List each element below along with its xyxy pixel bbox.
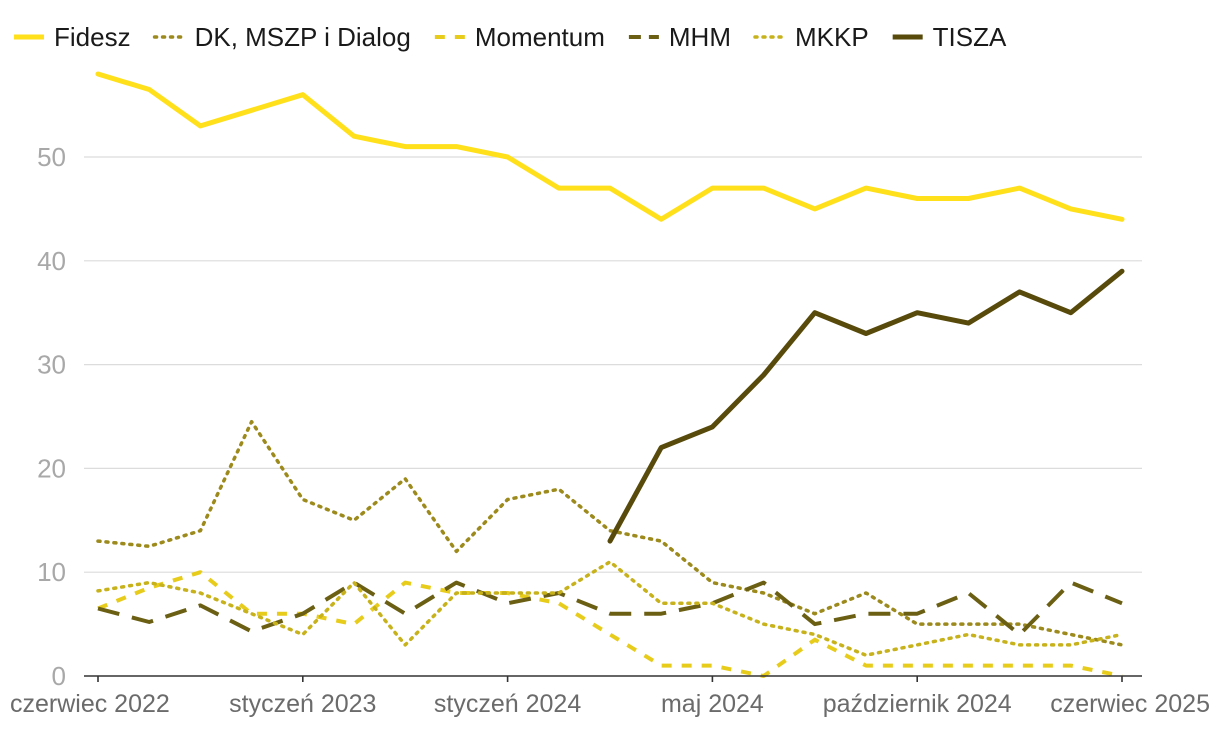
series-line-momentum — [97, 570, 1123, 678]
series-line-fidesz — [95, 71, 1125, 222]
series-line-mkkp — [96, 560, 1124, 657]
y-tick-label: 30 — [37, 350, 66, 380]
series-line-mhm — [97, 580, 1123, 637]
chart-legend: Fidesz DK, MSZP i Dialog Momentum MHM MKKP TI… — [14, 22, 1007, 52]
legend-item-momentum: Momentum — [434, 22, 605, 52]
y-tick-label: 50 — [37, 142, 66, 172]
legend-label: MKKP — [795, 22, 869, 52]
legend-label: Momentum — [475, 22, 605, 52]
x-tick-label: październik 2024 — [823, 690, 1012, 718]
legend-item-mkkp: MKKP — [753, 22, 869, 52]
y-tick-label: 40 — [37, 246, 66, 276]
x-tick-label: styczeń 2023 — [229, 690, 376, 718]
series-line-dk-mszp-i-dialog — [96, 419, 1124, 647]
chart-series — [95, 71, 1125, 678]
x-tick-label: maj 2024 — [661, 690, 764, 718]
chart-gridlines — [84, 156, 1142, 573]
series-line-tisza — [607, 268, 1125, 544]
legend-label: MHM — [669, 22, 731, 52]
legend-label: Fidesz — [54, 22, 131, 52]
x-tick-label: styczeń 2024 — [434, 690, 581, 718]
y-tick-label: 20 — [37, 453, 66, 483]
x-tick-label: czerwiec 2025 — [1050, 690, 1210, 718]
y-axis-ticks: 0 10 20 30 40 50 — [37, 142, 66, 691]
y-tick-label: 10 — [37, 557, 66, 587]
legend-label: DK, MSZP i Dialog — [195, 22, 411, 52]
y-tick-label: 0 — [52, 661, 66, 691]
legend-item-tisza: TISZA — [892, 22, 1007, 52]
legend-item-mhm: MHM — [628, 22, 731, 52]
legend-label: TISZA — [933, 22, 1007, 52]
legend-item-dk-mszp-i-dialog: DK, MSZP i Dialog — [152, 22, 411, 52]
legend-item-fidesz: Fidesz — [14, 22, 131, 52]
x-axis-ticks: czerwiec 2022 styczeń 2023 styczeń 2024 maj… — [10, 676, 1210, 718]
x-tick-label: czerwiec 2022 — [10, 690, 170, 718]
